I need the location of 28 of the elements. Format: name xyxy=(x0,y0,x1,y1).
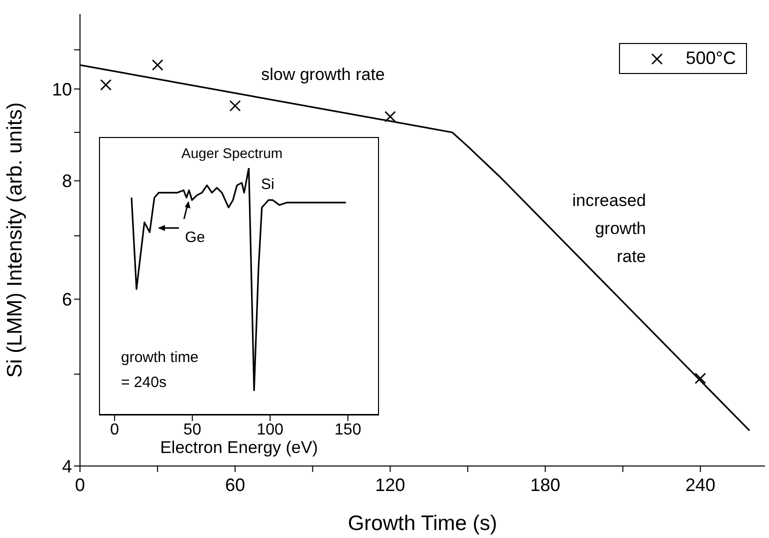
annotation: Si xyxy=(261,176,274,193)
x-tick-label: 0 xyxy=(110,421,120,438)
point xyxy=(694,372,706,384)
x-tick-label: 120 xyxy=(375,474,406,495)
y-tick-label: 4 xyxy=(62,456,72,476)
annotation: increased growth rate xyxy=(572,191,646,266)
chart-title: Auger Spectrum xyxy=(181,145,283,161)
annotation: Ge xyxy=(185,229,206,246)
x-tick-label: 60 xyxy=(225,474,246,495)
point xyxy=(152,59,164,71)
annotation: slow growth rate xyxy=(261,65,385,84)
legend-label: 500°C xyxy=(686,48,736,69)
y-tick-label: 10 xyxy=(52,79,72,100)
annotation: growth time = 240s xyxy=(121,349,199,391)
point xyxy=(100,79,112,91)
x-tick-label: 0 xyxy=(74,474,86,495)
x-tick-label: 50 xyxy=(183,421,202,438)
point xyxy=(229,100,241,112)
x-tick-label: 100 xyxy=(256,421,284,438)
x-tick-label: 150 xyxy=(334,421,362,438)
point xyxy=(384,110,396,122)
y-tick-label: 8 xyxy=(62,171,72,192)
x-tick-label: 240 xyxy=(685,474,716,495)
y-axis-title: Si (LMM) Intensity (arb. units) xyxy=(3,102,26,378)
y-tick-label: 6 xyxy=(62,290,72,310)
x-axis-title: Growth Time (s) xyxy=(348,512,498,535)
x-axis-title: Electron Energy (eV) xyxy=(160,438,318,457)
x-tick-label: 180 xyxy=(530,474,560,495)
